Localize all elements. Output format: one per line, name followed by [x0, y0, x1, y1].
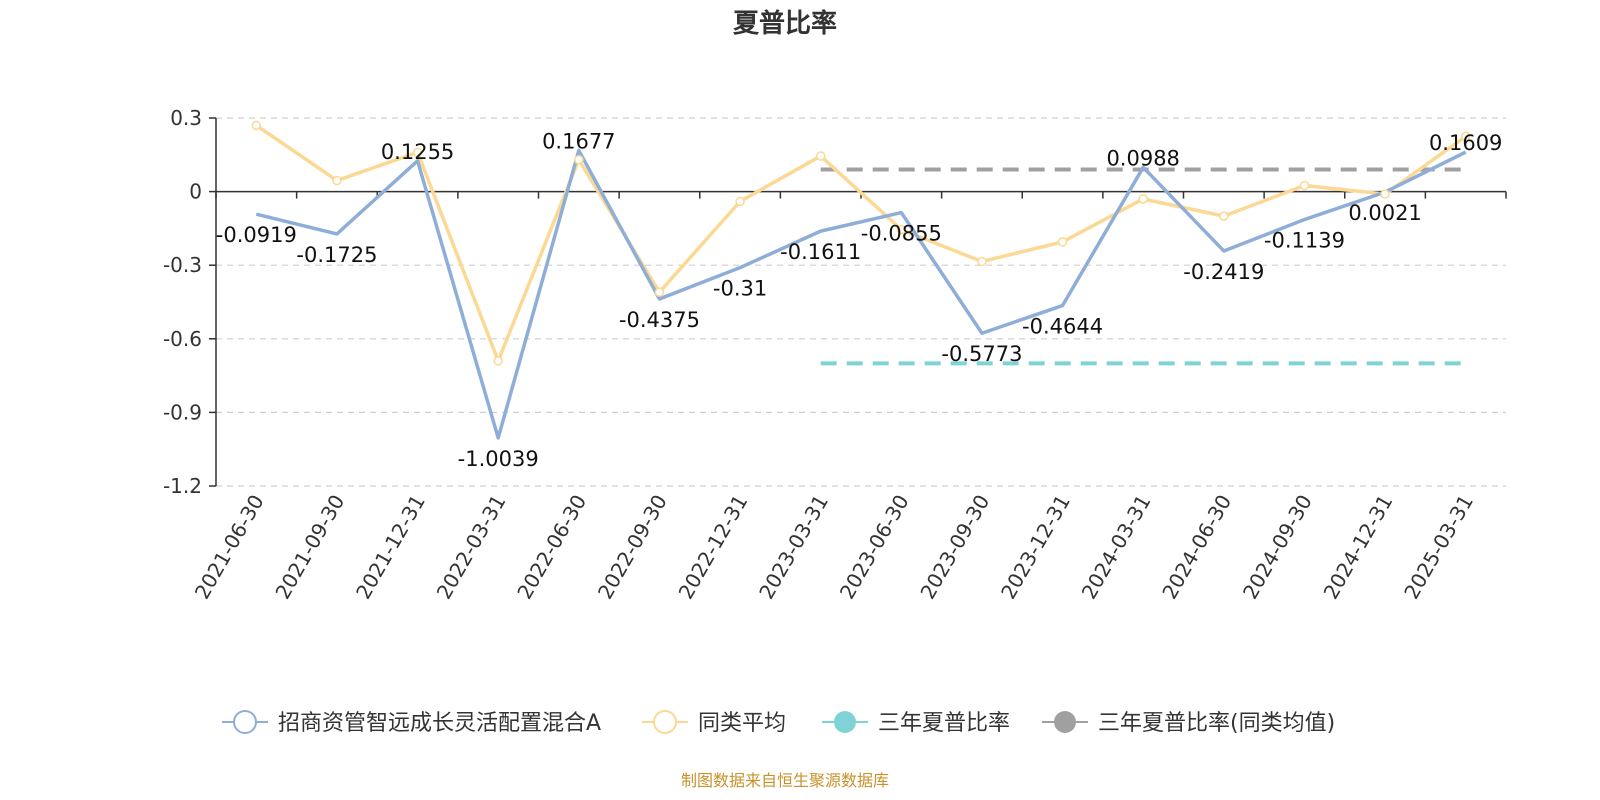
data-point: [332, 175, 342, 186]
x-tick-label: 2021-09-30: [270, 491, 349, 604]
data-label: -0.1139: [1264, 229, 1345, 253]
data-point: [251, 120, 262, 131]
data-point: [1380, 189, 1390, 199]
legend-item: 同类平均: [642, 710, 786, 736]
data-point: [412, 147, 423, 158]
data-point: [654, 287, 665, 297]
data-label: 0.1609: [1429, 131, 1502, 155]
data-label: 0.0988: [1106, 146, 1179, 170]
x-tick-label: 2023-09-30: [915, 491, 994, 604]
data-label: -0.4644: [1022, 315, 1103, 339]
data-label: -0.0855: [861, 222, 942, 246]
series-line: [255, 123, 1467, 363]
x-tick-label: 2022-06-30: [512, 491, 591, 604]
data-labels: -0.0919-0.1725 0.1255 -1.0039 0.1677 -0.4375…: [216, 129, 1503, 470]
data-label: -0.5773: [941, 342, 1022, 366]
data-point: [1138, 194, 1148, 204]
x-tick-label: 2024-06-30: [1157, 491, 1236, 604]
legend-label: 三年夏普比率(同类均值): [1098, 711, 1335, 736]
y-tick-label: -0.3: [163, 253, 202, 277]
x-tick-label: 2023-03-31: [754, 491, 833, 604]
data-label: -1.0039: [458, 447, 539, 471]
x-axis-ticks: 2021-06-30 2021-09-30 2021-12-31 2022-03-31…: [190, 491, 1478, 604]
legend-marker: [834, 711, 856, 733]
y-tick-label: -0.6: [163, 327, 202, 351]
x-tick-label: 2022-09-30: [593, 491, 672, 604]
legend-label: 同类平均: [698, 711, 786, 736]
data-point: [815, 151, 826, 161]
x-tick-label: 2024-09-30: [1238, 491, 1317, 604]
data-label: 0.0021: [1348, 201, 1421, 225]
data-point: [574, 154, 584, 165]
data-point: [977, 256, 987, 267]
y-axis-ticks: 0.3 0 -0.3 -0.6 -0.9 -1.2: [163, 106, 216, 498]
data-label: -0.4375: [619, 308, 700, 332]
data-point: [493, 356, 503, 366]
data-label: -0.1611: [780, 240, 861, 264]
grid-lines: [216, 117, 1506, 487]
series-lines: [255, 123, 1467, 440]
legend-marker: [1054, 711, 1076, 733]
y-tick-label: 0.3: [170, 106, 202, 130]
data-label: 0.1677: [542, 129, 615, 153]
x-tick-label: 2021-12-31: [351, 491, 430, 604]
legend-item: 三年夏普比率(同类均值): [1042, 711, 1335, 736]
data-label: -0.2419: [1183, 260, 1264, 284]
y-tick-label: -1.2: [163, 474, 202, 498]
data-label: 0.1255: [381, 140, 454, 164]
legend: 招商资管智远成长灵活配置混合A 同类平均 三年夏普比率 三年夏普比率(同类均值): [222, 710, 1335, 736]
legend-item: 三年夏普比率: [822, 711, 1010, 736]
x-tick-label: 2022-03-31: [432, 491, 511, 604]
data-label: -0.31: [713, 277, 767, 301]
legend-label: 三年夏普比率: [878, 711, 1010, 736]
legend-marker: [233, 710, 257, 734]
axes: [215, 118, 1507, 486]
data-point: [1299, 180, 1310, 191]
y-tick-label: 0: [189, 180, 202, 204]
data-point: [1460, 131, 1471, 142]
x-tick-label: 2021-06-30: [190, 491, 269, 604]
data-point: [1057, 237, 1068, 247]
series-points: [251, 120, 1471, 366]
chart-title: 夏普比率: [733, 8, 837, 39]
legend-label: 招商资管智远成长灵活配置混合A: [278, 711, 601, 736]
legend-marker: [653, 710, 677, 734]
data-point: [735, 196, 745, 207]
data-point: [1219, 211, 1229, 221]
x-tick-label: 2024-03-31: [1077, 491, 1156, 604]
x-tick-label: 2022-12-31: [673, 491, 752, 604]
legend-item: 招商资管智远成长灵活配置混合A: [222, 710, 601, 736]
data-label: -0.1725: [296, 243, 377, 267]
y-tick-label: -0.9: [163, 400, 202, 424]
x-tick-label: 2024-12-31: [1318, 491, 1397, 604]
series-line: [255, 148, 1467, 440]
x-tick-label: 2023-12-31: [996, 491, 1075, 604]
x-tick-label: 2023-06-30: [835, 491, 914, 604]
data-source-note: 制图数据来自恒生聚源数据库: [681, 771, 889, 790]
data-point: [896, 224, 907, 235]
data-label: -0.0919: [216, 223, 297, 247]
x-tick-label: 2025-03-31: [1399, 491, 1478, 604]
